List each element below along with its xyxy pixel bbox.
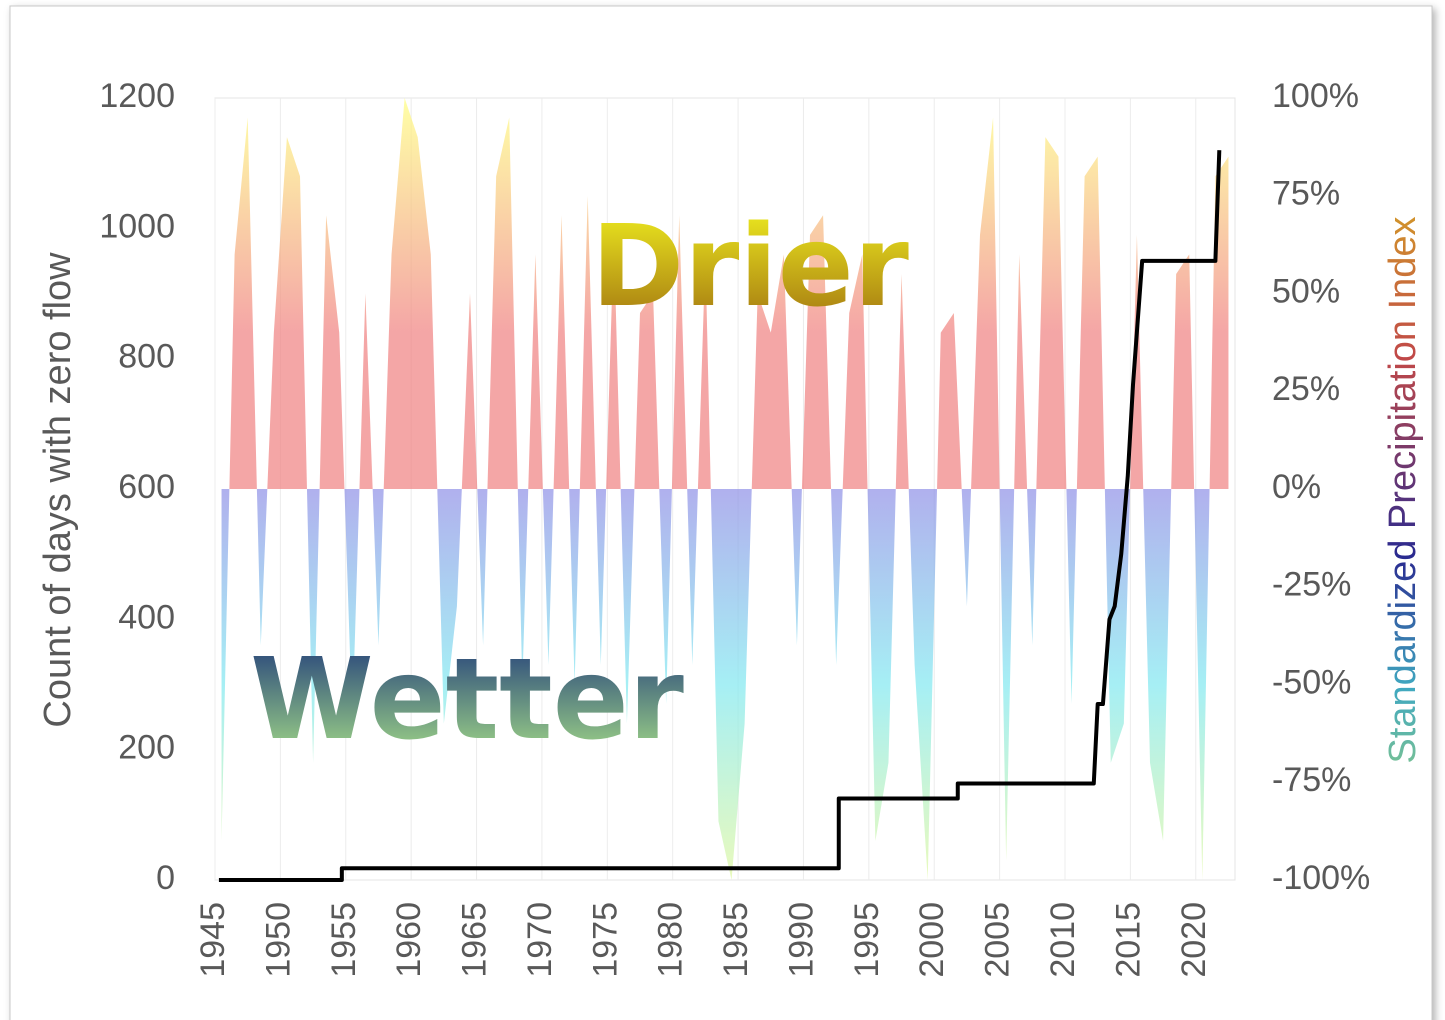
annotation: Wetter — [250, 635, 684, 765]
y-tick-label: 1200 — [99, 77, 175, 115]
spi-area — [221, 98, 1229, 880]
x-tick-label: 1970 — [521, 902, 559, 978]
y2-tick-label: -100% — [1272, 859, 1370, 897]
x-tick-label: 2010 — [1044, 902, 1082, 978]
x-tick-label: 1995 — [848, 902, 886, 978]
x-tick-label: 1960 — [390, 902, 428, 978]
x-tick-label: 1945 — [194, 902, 232, 978]
y-tick-label: 1000 — [99, 207, 175, 245]
y2-tick-label: 75% — [1272, 175, 1340, 213]
y2-tick-label: 100% — [1272, 77, 1359, 115]
x-tick-label: 1990 — [782, 902, 820, 978]
annotation: Drier — [591, 202, 909, 332]
y-tick-label: 200 — [118, 729, 175, 767]
y2-tick-label: -75% — [1272, 761, 1351, 799]
y2-axis-title: Standardized Precipitation Index — [1382, 216, 1424, 763]
y-tick-label: 800 — [118, 338, 175, 376]
y-tick-label: 600 — [118, 468, 175, 506]
y2-tick-label: 25% — [1272, 370, 1340, 408]
zero-flow-line — [218, 150, 1222, 882]
y2-tick-label: -50% — [1272, 663, 1351, 701]
x-tick-label: 2020 — [1175, 902, 1213, 978]
x-tick-label: 2000 — [913, 902, 951, 978]
y-tick-label: 400 — [118, 598, 175, 636]
x-tick-label: 1980 — [652, 902, 690, 978]
x-tick-label: 1955 — [325, 902, 363, 978]
x-tick-label: 1975 — [586, 902, 624, 978]
x-tick-label: 2005 — [979, 902, 1017, 978]
x-tick-label: 1965 — [456, 902, 494, 978]
x-tick-label: 1950 — [259, 902, 297, 978]
y-tick-label: 0 — [156, 859, 175, 897]
y2-tick-label: -25% — [1272, 566, 1351, 604]
y2-tick-label: 0% — [1272, 468, 1321, 506]
x-tick-label: 2015 — [1109, 902, 1147, 978]
y-axis-title: Count of days with zero flow — [37, 252, 79, 728]
y2-tick-label: 50% — [1272, 272, 1340, 310]
x-tick-label: 1985 — [717, 902, 755, 978]
